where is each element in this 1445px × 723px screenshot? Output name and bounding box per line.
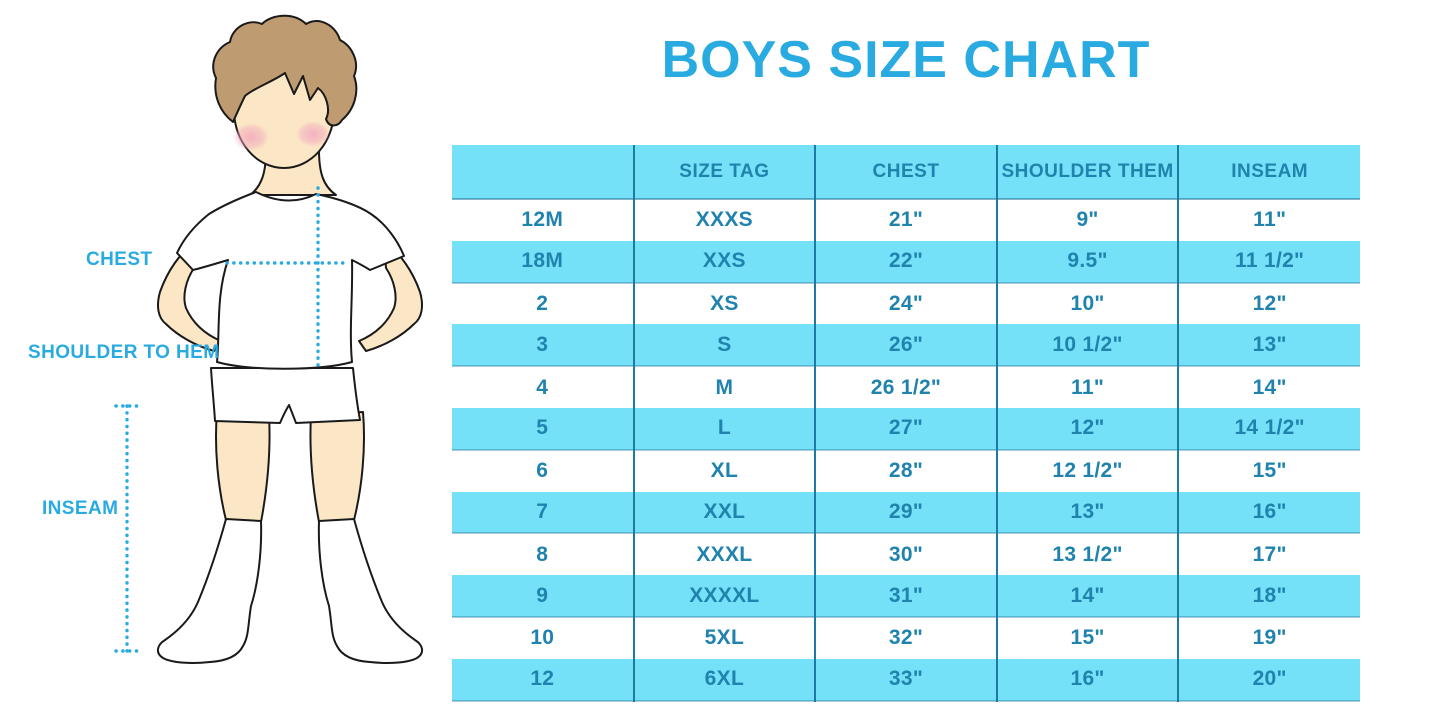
cell-chest: 24" (814, 282, 997, 325)
cell-inseam: 15" (1177, 449, 1360, 492)
cell-size-tag: XXXS (632, 199, 816, 241)
figure-sock-left (157, 518, 263, 664)
cell-size-tag: M (632, 366, 816, 408)
table-row: 12 6XL 33" 16" 20" (452, 658, 1360, 701)
cell-shoulder-hem: 12" (995, 407, 1179, 450)
cell-age: 2 (536, 291, 549, 315)
figure-sock-right (317, 518, 423, 664)
table-row: 6 XL 28" 12 1/2" 15" (452, 449, 1360, 492)
cell-age: 12 (530, 667, 555, 691)
chest-label: CHEST (86, 249, 153, 270)
cell-size-tag: XXXL (632, 533, 816, 576)
cell-inseam: 16" (1177, 491, 1360, 534)
boy-figure-illustration (114, 14, 423, 664)
size-table-body: 12M XXXS 21" 9" 11" 18M XXS 22" 9.5" 11 … (452, 199, 1360, 701)
cell-shoulder-hem: 10" (995, 282, 1179, 325)
cell-shoulder-hem: 15" (995, 616, 1179, 659)
table-row: 2 XS 24" 10" 12" (452, 282, 1360, 325)
column-header-age (452, 145, 634, 199)
cell-size-tag: XS (632, 282, 816, 325)
cell-age: 10 (530, 626, 555, 650)
cell-inseam: 18" (1177, 575, 1360, 617)
figure-arm-right (358, 241, 423, 352)
cell-chest: 28" (814, 449, 997, 492)
figure-shorts (210, 367, 361, 424)
cell-size-tag: XL (632, 449, 816, 492)
table-row: 9 XXXXL 31" 14" 18" (452, 575, 1360, 617)
inseam-label: INSEAM (42, 498, 119, 519)
figure-tshirt (176, 191, 405, 370)
page-title: BOYS SIZE CHART (661, 31, 1151, 89)
cell-age: 3 (536, 332, 549, 356)
cell-inseam: 20" (1177, 658, 1360, 701)
table-row: 4 M 26 1/2" 11" 14" (452, 366, 1360, 408)
column-header-chest: CHEST (814, 145, 997, 199)
cell-chest: 31" (814, 575, 997, 617)
header-row: SIZE TAG CHEST SHOULDER THEM INSEAM (452, 145, 1360, 199)
cell-size-tag: L (632, 407, 816, 450)
table-row: 12M XXXS 21" 9" 11" (452, 199, 1360, 241)
cell-size-tag: 6XL (632, 658, 816, 701)
cell-chest: 27" (814, 407, 997, 450)
column-header-size-tag: SIZE TAG (632, 145, 816, 199)
cell-age: 8 (536, 542, 549, 566)
size-table-header: SIZE TAG CHEST SHOULDER THEM INSEAM (452, 145, 1360, 199)
table-row: 3 S 26" 10 1/2" 13" (452, 324, 1360, 367)
cell-shoulder-hem: 9.5" (995, 240, 1179, 283)
cell-shoulder-hem: 12 1/2" (995, 449, 1179, 492)
column-header-shoulder-hem: SHOULDER THEM (995, 145, 1179, 199)
cell-chest: 33" (814, 658, 997, 701)
figure-cheek-right (296, 121, 330, 147)
cell-age: 5 (536, 416, 549, 440)
cell-inseam: 11" (1177, 199, 1360, 241)
cell-age: 9 (536, 583, 549, 607)
cell-size-tag: XXXXL (632, 575, 816, 617)
cell-inseam: 17" (1177, 533, 1360, 576)
size-table: SIZE TAG CHEST SHOULDER THEM INSEAM 12M … (452, 145, 1360, 702)
cell-chest: 22" (814, 240, 997, 283)
cell-inseam: 14 1/2" (1177, 407, 1360, 450)
table-row: 8 XXXL 30" 13 1/2" 17" (452, 533, 1360, 576)
table-row: 10 5XL 32" 15" 19" (452, 616, 1360, 659)
figure-hair (212, 14, 358, 127)
cell-size-tag: XXL (632, 491, 816, 534)
figure-leg-left (215, 411, 271, 523)
cell-size-tag: XXS (632, 240, 816, 283)
shoulder-to-hem-label: SHOULDER TO HEM (28, 342, 220, 363)
cell-chest: 21" (814, 199, 997, 241)
cell-age: 4 (536, 375, 549, 399)
cell-age: 12M (521, 208, 564, 232)
figure-leg-right (309, 411, 365, 523)
cell-age: 6 (536, 459, 549, 483)
cell-chest: 26 1/2" (814, 366, 997, 408)
cell-chest: 26" (814, 324, 997, 367)
cell-inseam: 19" (1177, 616, 1360, 659)
cell-size-tag: S (632, 324, 816, 367)
cell-inseam: 14" (1177, 366, 1360, 408)
cell-chest: 29" (814, 491, 997, 534)
cell-shoulder-hem: 13 1/2" (995, 533, 1179, 576)
cell-shoulder-hem: 9" (995, 199, 1179, 241)
cell-shoulder-hem: 13" (995, 491, 1179, 534)
cell-inseam: 13" (1177, 324, 1360, 367)
cell-chest: 32" (814, 616, 997, 659)
table-row: 7 XXL 29" 13" 16" (452, 491, 1360, 534)
cell-shoulder-hem: 10 1/2" (995, 324, 1179, 367)
figure-arm-left (157, 241, 222, 352)
cell-age: 18M (521, 249, 564, 273)
cell-shoulder-hem: 16" (995, 658, 1179, 701)
cell-inseam: 12" (1177, 282, 1360, 325)
table-row: 18M XXS 22" 9.5" 11 1/2" (452, 240, 1360, 283)
cell-size-tag: 5XL (632, 616, 816, 659)
table-row: 5 L 27" 12" 14 1/2" (452, 407, 1360, 450)
figure-cheek-left (233, 123, 269, 151)
cell-shoulder-hem: 14" (995, 575, 1179, 617)
cell-shoulder-hem: 11" (995, 366, 1179, 408)
cell-chest: 30" (814, 533, 997, 576)
cell-inseam: 11 1/2" (1177, 240, 1360, 283)
cell-age: 7 (536, 499, 549, 523)
column-header-inseam: INSEAM (1177, 145, 1360, 199)
